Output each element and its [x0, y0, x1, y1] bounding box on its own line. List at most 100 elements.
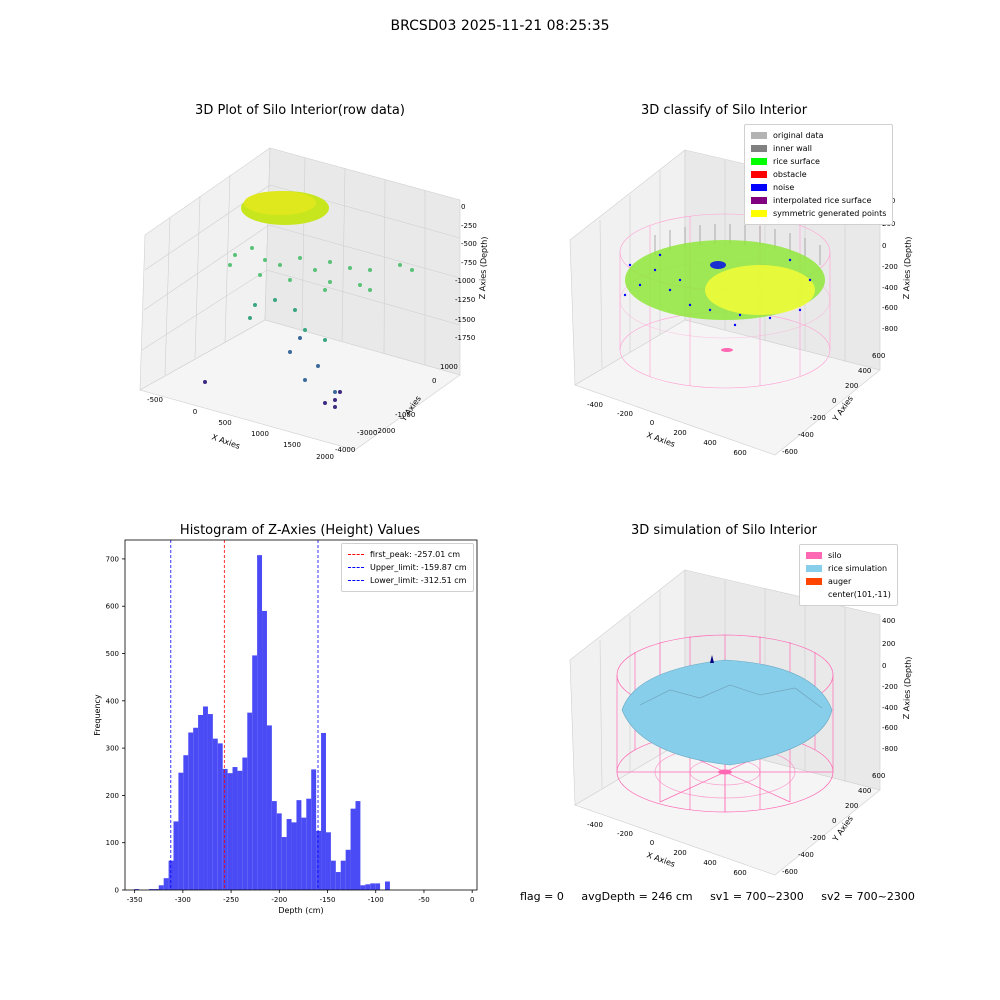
histogram-y-ticks: 0 100 200 300 400 500 600 700 [106, 555, 125, 895]
raw-xtick: 500 [218, 419, 231, 427]
legend-item-center: center(101,-11) [806, 588, 891, 601]
histogram-bar [232, 767, 238, 890]
raw-ztick: -1250 [455, 296, 475, 304]
raw-axes-box [139, 147, 461, 451]
simulation-ztick: 400 [882, 617, 895, 625]
histogram-bar [306, 798, 312, 890]
legend-item-inner-wall: inner wall [751, 142, 886, 155]
legend-swatch [751, 210, 767, 217]
simulation-xtick: 200 [673, 849, 686, 857]
raw-deep-points [288, 336, 337, 394]
simulation-ytick: -600 [782, 868, 798, 876]
classify-ytick: 200 [845, 382, 858, 390]
legend-label: interpolated rice surface [773, 196, 872, 205]
legend-swatch [751, 158, 767, 165]
histogram-x-tick-label: -150 [320, 896, 336, 904]
raw-ztick: -1000 [455, 277, 475, 285]
histogram-bar [266, 725, 272, 890]
legend-label: Upper_limit: -159.87 cm [370, 563, 467, 572]
histogram-x-tick-label: 0 [470, 896, 474, 904]
figure-title: BRCSD03 2025-11-21 08:25:35 [390, 18, 610, 34]
raw-xtick: 0 [193, 408, 197, 416]
raw-top-surface-highlight [244, 191, 316, 215]
flag-text: flag = 0 [520, 890, 564, 903]
histogram-y-tick-label: 300 [106, 745, 119, 753]
raw-ztick: -1750 [455, 334, 475, 342]
classify-silo-bottom-center [721, 348, 733, 352]
legend-item-lower-limit: Lower_limit: -312.51 cm [348, 574, 467, 587]
simulation-xlabel: X Axies [645, 850, 676, 869]
histogram-bar [222, 768, 228, 890]
legend-label: inner wall [773, 144, 813, 153]
simulation-ytick: 200 [845, 802, 858, 810]
legend-label: noise [773, 183, 795, 192]
histogram-bar [370, 883, 376, 890]
histogram-bar [384, 881, 390, 890]
histogram-bar [212, 738, 218, 890]
raw-xtick: 1000 [251, 430, 269, 438]
sv2-text: sv2 = 700~2300 [821, 890, 915, 903]
simulation-ztick: 0 [882, 662, 886, 670]
simulation-xtick: -400 [587, 821, 603, 829]
classify-ztick: -600 [882, 304, 898, 312]
legend-item-noise: noise [751, 181, 886, 194]
histogram-bar [325, 832, 331, 890]
legend-label: Lower_limit: -312.51 cm [370, 576, 467, 585]
histogram-y-tick-label: 100 [106, 839, 119, 847]
simulation-legend: silo rice simulation auger center(101,-1… [799, 544, 898, 606]
raw-ztick: -250 [461, 222, 477, 230]
histogram-bar [311, 769, 317, 890]
histogram-bar [193, 727, 199, 890]
legend-swatch [806, 565, 822, 572]
simulation-xtick: 600 [733, 869, 746, 877]
legend-item-original-data: original data [751, 129, 886, 142]
simulation-zlabel: Z Axies (Depth) [902, 656, 913, 719]
legend-line [348, 580, 364, 581]
histogram-y-tick-label: 200 [106, 792, 119, 800]
simulation-xtick: 400 [703, 859, 716, 867]
legend-item-interpolated-rice-surface: interpolated rice surface [751, 194, 886, 207]
histogram-chart: -350 -300 -250 -200 -150 -100 -50 0 0 100 200 300 4… [93, 539, 478, 915]
legend-item-symmetric-generated-points: symmetric generated points [751, 207, 886, 220]
classify-ytick: -400 [798, 431, 814, 439]
simulation-xtick: 0 [650, 839, 654, 847]
legend-line [348, 567, 364, 568]
raw-ytick: -1000 [395, 411, 415, 419]
histogram-x-tick-label: -350 [127, 896, 143, 904]
histogram-bar [286, 819, 292, 890]
classify-xtick: -400 [587, 401, 603, 409]
histogram-bar [247, 712, 253, 890]
simulation-ytick: 0 [832, 817, 836, 825]
raw-xtick: 1500 [283, 441, 301, 449]
legend-item-rice-simulation: rice simulation [806, 562, 891, 575]
histogram-bar [134, 889, 140, 890]
sv1-text: sv1 = 700~2300 [710, 890, 804, 903]
histogram-bar [188, 732, 194, 890]
classify-xlabel: X Axies [645, 430, 676, 449]
classify-ytick: -600 [782, 448, 798, 456]
raw-ytick: -2000 [375, 427, 395, 435]
legend-swatch [751, 145, 767, 152]
raw-ytick: -4000 [335, 446, 355, 454]
classify-noise-points [623, 253, 812, 327]
legend-swatch [751, 132, 767, 139]
simulation-ytick: 400 [858, 787, 871, 795]
simulation-surface-ridge [639, 684, 823, 709]
raw-ytick: 1000 [440, 363, 458, 371]
legend-item-upper-limit: Upper_limit: -159.87 cm [348, 561, 467, 574]
legend-swatch [751, 184, 767, 191]
raw-point-cloud [203, 191, 414, 409]
classify-ztick: 0 [882, 242, 886, 250]
simulation-ytick: 600 [872, 772, 885, 780]
histogram-bar [365, 884, 371, 890]
legend-label: center(101,-11) [828, 590, 891, 599]
legend-swatch [806, 591, 822, 598]
status-footer: flag = 0 avgDepth = 246 cm sv1 = 700~230… [520, 890, 929, 903]
histogram-bar [227, 773, 233, 890]
histogram-x-tick-label: -250 [223, 896, 239, 904]
legend-swatch [751, 197, 767, 204]
histogram-bar [257, 555, 263, 890]
histogram-bar [173, 821, 179, 890]
histogram-bar [178, 772, 184, 890]
histogram-title: Histogram of Z-Axies (Height) Values [179, 523, 421, 538]
